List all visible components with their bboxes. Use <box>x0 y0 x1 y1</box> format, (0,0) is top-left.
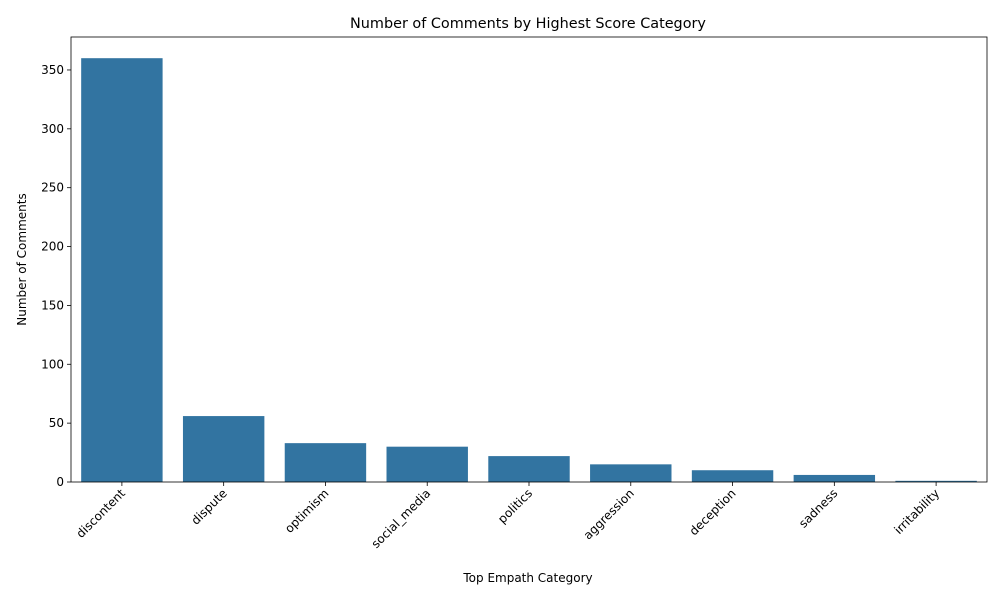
y-tick-label: 50 <box>49 416 64 430</box>
bar-sadness <box>793 474 876 482</box>
y-tick-label: 200 <box>41 240 64 254</box>
x-tick-label: optimism <box>282 486 331 535</box>
x-axis-label: Top Empath Category <box>462 571 592 585</box>
chart-title: Number of Comments by Highest Score Cate… <box>350 16 706 32</box>
bar-aggression <box>590 464 672 482</box>
plot-frame <box>70 36 988 483</box>
bar-social-media <box>386 446 468 482</box>
y-axis-ticks: 0 50 100 150 200 250 300 350 <box>41 63 71 489</box>
x-tick-label: discontent <box>73 486 128 541</box>
x-axis-ticks: discontent dispute optimism social_media pol… <box>73 482 942 551</box>
x-tick-label: irritability <box>891 486 942 537</box>
x-tick-label: aggression <box>581 486 637 542</box>
x-tick-label: deception <box>687 486 739 538</box>
bar-discontent <box>81 58 163 482</box>
x-tick-label: dispute <box>188 486 229 527</box>
bar-politics <box>488 456 570 482</box>
y-tick-label: 350 <box>41 63 64 77</box>
y-tick-label: 0 <box>56 475 64 489</box>
y-axis-label: Number of Comments <box>15 193 29 325</box>
y-tick-label: 150 <box>41 298 64 312</box>
bar-dispute <box>182 416 265 482</box>
bar-optimism <box>284 443 367 482</box>
bar-irritability <box>895 480 977 482</box>
y-tick-label: 300 <box>41 122 64 136</box>
y-tick-label: 100 <box>41 357 64 371</box>
x-tick-label: sadness <box>796 486 840 530</box>
x-tick-label: social_media <box>369 486 434 551</box>
bars-group <box>81 58 977 482</box>
x-tick-label: politics <box>495 486 535 526</box>
y-tick-label: 250 <box>41 181 64 195</box>
bar-deception <box>691 470 774 482</box>
